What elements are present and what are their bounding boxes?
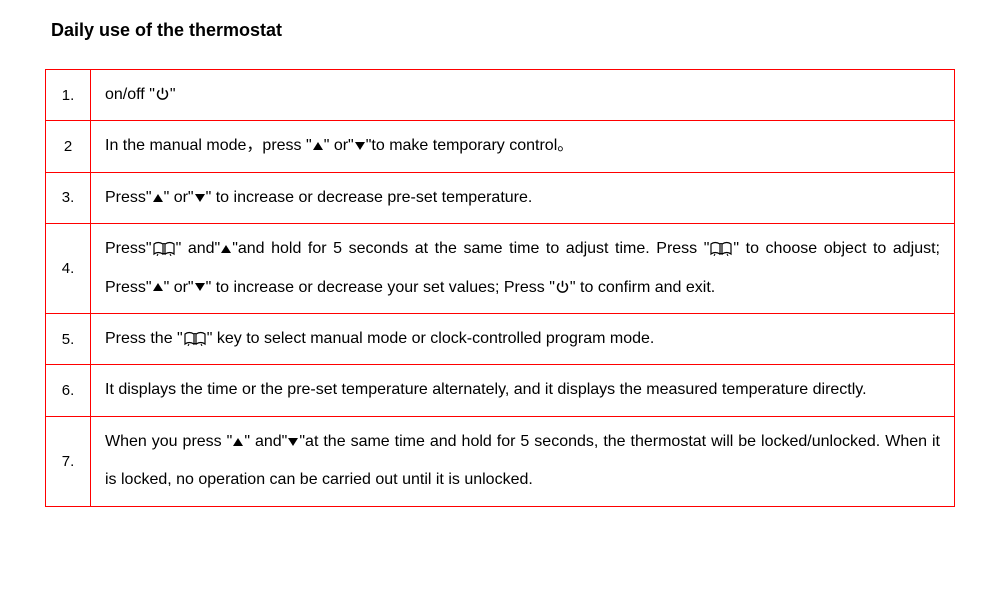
- row-description: Press"" or"" to increase or decrease pre…: [91, 172, 955, 223]
- power-icon: [155, 87, 170, 102]
- triangle-up-icon: [232, 436, 244, 448]
- table-row: 3.Press"" or"" to increase or decrease p…: [46, 172, 955, 223]
- table-row: 4.Press"" and""and hold for 5 seconds at…: [46, 224, 955, 314]
- triangle-down-icon: [287, 436, 299, 448]
- row-description: It displays the time or the pre-set temp…: [91, 365, 955, 416]
- row-number: 1.: [46, 70, 91, 121]
- table-row: 5.Press the "" key to select manual mode…: [46, 313, 955, 364]
- triangle-up-icon: [152, 281, 164, 293]
- row-description: In the manual mode，press "" or""to make …: [91, 121, 955, 172]
- section-title: Daily use of the thermostat: [51, 20, 955, 41]
- row-number: 3.: [46, 172, 91, 223]
- book-icon: [709, 241, 733, 256]
- page: Daily use of the thermostat 1.on/off ""2…: [0, 0, 1000, 537]
- row-description: When you press "" and""at the same time …: [91, 416, 955, 506]
- table-row: 1.on/off "": [46, 70, 955, 121]
- row-number: 2: [46, 121, 91, 172]
- row-number: 5.: [46, 313, 91, 364]
- triangle-up-icon: [312, 140, 324, 152]
- triangle-down-icon: [354, 140, 366, 152]
- book-icon: [152, 241, 176, 256]
- row-number: 6.: [46, 365, 91, 416]
- table-row: 6.It displays the time or the pre-set te…: [46, 365, 955, 416]
- triangle-up-icon: [220, 243, 232, 255]
- triangle-down-icon: [194, 281, 206, 293]
- instructions-table: 1.on/off ""2In the manual mode，press "" …: [45, 69, 955, 507]
- row-description: on/off "": [91, 70, 955, 121]
- triangle-down-icon: [194, 192, 206, 204]
- power-icon: [555, 280, 570, 295]
- triangle-up-icon: [152, 192, 164, 204]
- row-description: Press"" and""and hold for 5 seconds at t…: [91, 224, 955, 314]
- row-description: Press the "" key to select manual mode o…: [91, 313, 955, 364]
- row-number: 7.: [46, 416, 91, 506]
- book-icon: [183, 331, 207, 346]
- row-number: 4.: [46, 224, 91, 314]
- table-row: 2In the manual mode，press "" or""to make…: [46, 121, 955, 172]
- table-row: 7.When you press "" and""at the same tim…: [46, 416, 955, 506]
